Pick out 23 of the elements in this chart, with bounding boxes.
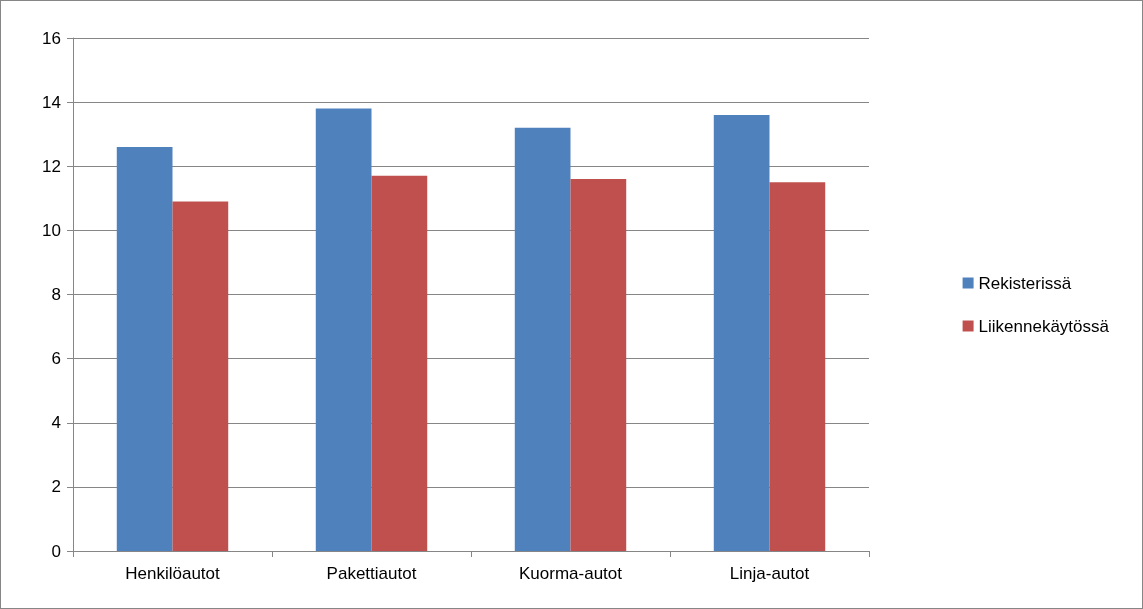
x-tick-label: Pakettiautot: [326, 564, 417, 583]
bar: [570, 179, 627, 551]
bar: [514, 127, 571, 551]
bar: [769, 182, 826, 551]
x-tick-label: Henkilöautot: [125, 564, 221, 583]
y-tick-label: 2: [51, 477, 61, 497]
bar: [172, 201, 229, 551]
y-tick-label: 0: [51, 541, 61, 561]
y-tick-label: 14: [42, 92, 61, 112]
y-tick-label: 6: [51, 349, 61, 369]
y-tick-label: 16: [42, 28, 61, 48]
x-tick-label: Linja-autot: [729, 564, 810, 583]
bar: [713, 114, 770, 551]
y-tick-label: 12: [42, 156, 61, 176]
y-tick-label: 10: [42, 220, 61, 240]
legend-label: Rekisterissä: [978, 273, 1072, 293]
bar: [315, 108, 372, 551]
bar: [116, 147, 173, 551]
x-tick-label: Kuorma-autot: [519, 564, 623, 583]
legend-label: Liikennekäytössä: [978, 316, 1110, 336]
y-tick-label: 8: [51, 285, 61, 304]
bar: [371, 175, 428, 551]
y-tick-label: 4: [51, 413, 61, 433]
